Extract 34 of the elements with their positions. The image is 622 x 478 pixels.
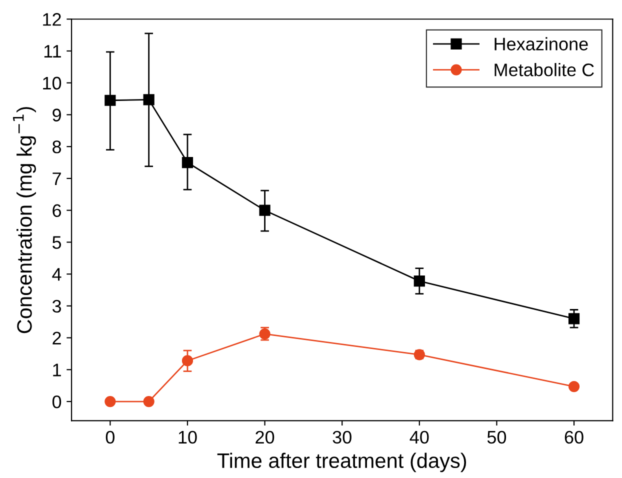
point bbox=[568, 313, 580, 324]
x-tick-label: 30 bbox=[332, 430, 352, 444]
y-tick-label: 10 bbox=[43, 76, 62, 90]
point bbox=[143, 94, 154, 106]
y-tick-label: 5 bbox=[52, 236, 62, 249]
y-tick-label: 4 bbox=[52, 268, 62, 281]
y-tick-label: 9 bbox=[52, 108, 61, 122]
x-tick-label: 50 bbox=[487, 430, 506, 444]
y-tick-label: 6 bbox=[52, 204, 62, 218]
x-axis-title: Time after treatment (days) bbox=[217, 452, 466, 472]
point bbox=[568, 380, 580, 392]
point bbox=[143, 396, 154, 408]
point bbox=[182, 156, 194, 168]
y-tick-label: 8 bbox=[52, 140, 62, 154]
point bbox=[104, 94, 116, 106]
point bbox=[182, 355, 194, 366]
x-tick-label: 0 bbox=[106, 430, 114, 444]
y-tick-label: 2 bbox=[52, 332, 61, 344]
y-tick-label: 1 bbox=[53, 364, 61, 376]
point bbox=[414, 276, 425, 287]
x-tick-label: 20 bbox=[256, 430, 274, 444]
y-tick-label: 0 bbox=[52, 395, 62, 408]
y-tick-label: 7 bbox=[52, 172, 61, 185]
legend-label: Metabolite C bbox=[494, 63, 594, 76]
y-tick-label: 3 bbox=[52, 300, 62, 313]
y-axis-title: Concentration (mg kg$^{−1}$) bbox=[13, 107, 36, 334]
legend-label: Hexazinone bbox=[494, 37, 588, 50]
point bbox=[259, 204, 270, 216]
point bbox=[104, 396, 116, 408]
y-tick-label: 11 bbox=[44, 45, 61, 58]
x-tick-label: 60 bbox=[564, 430, 584, 444]
y-tick-label: 12 bbox=[43, 13, 61, 26]
x-tick-label: 40 bbox=[410, 430, 429, 444]
x-tick-label: 10 bbox=[178, 430, 197, 444]
